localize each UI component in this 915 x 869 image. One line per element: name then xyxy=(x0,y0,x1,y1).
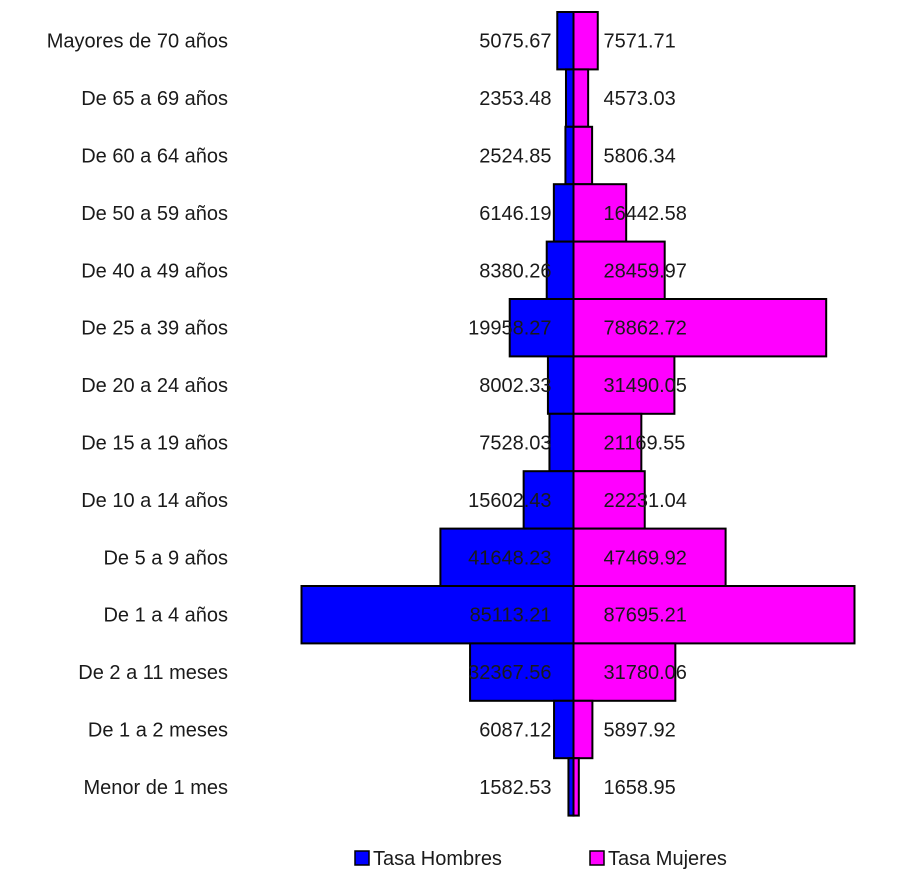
value-label-hombres: 6146.19 xyxy=(479,203,551,225)
bar-mujeres xyxy=(572,527,727,587)
category-label: De 60 a 64 años xyxy=(81,146,228,168)
value-label-hombres: 15602.43 xyxy=(468,490,551,512)
value-label-hombres: 19958.27 xyxy=(468,318,551,340)
bar-mujeres xyxy=(572,240,666,301)
legend-label-mujeres: Tasa Mujeres xyxy=(608,848,727,869)
legend: Tasa Hombres Tasa Mujeres xyxy=(354,848,727,869)
bar-mujeres xyxy=(572,183,628,243)
category-label: De 5 a 9 años xyxy=(103,547,228,569)
bar-hombres xyxy=(564,125,575,186)
value-label-mujeres: 5806.34 xyxy=(604,146,676,168)
value-label-mujeres: 21169.55 xyxy=(604,433,686,455)
bar-hombres xyxy=(553,699,575,760)
value-label-mujeres: 47469.92 xyxy=(604,547,687,569)
bar-hombres xyxy=(546,355,575,415)
category-label: Menor de 1 mes xyxy=(83,777,228,799)
category-label: De 1 a 4 años xyxy=(103,605,228,627)
value-label-mujeres: 7571.71 xyxy=(604,31,676,53)
bar-mujeres xyxy=(572,11,599,71)
value-label-hombres: 7528.03 xyxy=(479,433,551,455)
value-label-hombres: 5075.67 xyxy=(479,31,551,53)
value-labels-hombres: 5075.67 2353.48 2524.85 6146.19 8380.26 19958… xyxy=(468,31,551,799)
category-label: Mayores de 70 años xyxy=(47,31,228,53)
category-labels: Mayores de 70 años De 65 a 69 años De 60 a… xyxy=(47,31,228,799)
bar-mujeres xyxy=(572,412,643,473)
bar-hombres xyxy=(564,68,575,128)
value-label-mujeres: 31490.05 xyxy=(604,375,687,397)
bar-hombres xyxy=(556,11,575,71)
value-label-mujeres: 87695.21 xyxy=(604,605,687,627)
category-label: De 25 a 39 años xyxy=(81,318,228,340)
value-label-mujeres: 31780.06 xyxy=(604,662,687,684)
value-label-hombres: 2524.85 xyxy=(479,146,551,168)
category-label: De 2 a 11 meses xyxy=(78,662,228,684)
bar-mujeres xyxy=(572,68,590,128)
category-label: De 40 a 49 años xyxy=(81,260,228,282)
value-label-mujeres: 16442.58 xyxy=(604,203,687,225)
value-labels-mujeres: 7571.71 4573.03 5806.34 16442.58 28459.97 788… xyxy=(604,31,687,799)
bar-hombres xyxy=(469,642,575,702)
bar-mujeres xyxy=(572,699,594,760)
bar-hombres xyxy=(300,585,575,645)
bar-hombres xyxy=(508,298,575,358)
bar-hombres xyxy=(552,183,575,243)
bar-mujeres xyxy=(572,642,677,702)
value-label-mujeres: 78862.72 xyxy=(604,318,687,340)
value-label-mujeres: 1658.95 xyxy=(604,777,676,799)
value-label-mujeres: 5897.92 xyxy=(604,720,676,742)
value-label-mujeres: 4573.03 xyxy=(604,88,676,110)
legend-swatch-mujeres xyxy=(589,850,605,866)
value-label-hombres: 6087.12 xyxy=(479,720,551,742)
series-tasa-hombres xyxy=(300,11,575,817)
value-label-hombres: 8002.33 xyxy=(479,375,551,397)
value-label-hombres: 32367.56 xyxy=(468,662,551,684)
category-label: De 15 a 19 años xyxy=(81,433,228,455)
value-label-hombres: 8380.26 xyxy=(479,260,551,282)
category-label: De 50 a 59 años xyxy=(81,203,228,225)
category-label: De 10 a 14 años xyxy=(81,490,228,512)
category-label: De 20 a 24 años xyxy=(81,375,228,397)
legend-swatch-hombres xyxy=(354,850,370,866)
legend-label-hombres: Tasa Hombres xyxy=(373,848,502,869)
bar-mujeres xyxy=(572,125,594,186)
category-label: De 1 a 2 meses xyxy=(88,720,228,742)
value-label-hombres: 85113.21 xyxy=(470,605,552,627)
value-label-hombres: 41648.23 xyxy=(468,547,551,569)
value-label-mujeres: 28459.97 xyxy=(604,260,687,282)
bar-mujeres xyxy=(572,757,580,817)
bar-mujeres xyxy=(572,298,828,358)
bar-mujeres xyxy=(572,585,856,645)
bar-hombres xyxy=(548,412,575,473)
value-label-mujeres: 22231.04 xyxy=(604,490,687,512)
value-label-hombres: 2353.48 xyxy=(479,88,551,110)
category-label: De 65 a 69 años xyxy=(81,88,228,110)
series-tasa-mujeres xyxy=(572,11,856,817)
value-label-hombres: 1582.53 xyxy=(479,777,551,799)
